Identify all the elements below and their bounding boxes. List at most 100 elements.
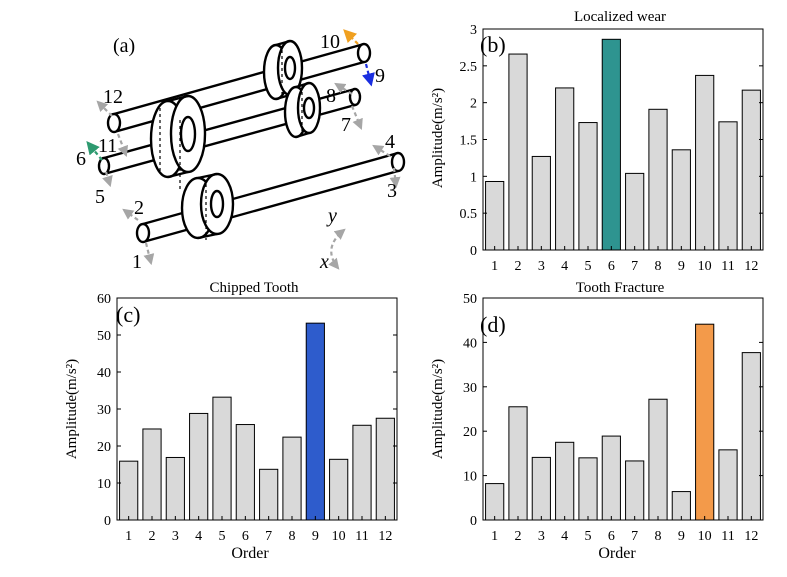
chart-title: Chipped Tooth xyxy=(209,280,299,296)
bar-11 xyxy=(352,424,372,521)
point-label-12: 12 xyxy=(103,86,123,108)
point-label-1: 1 xyxy=(132,251,142,273)
x-tick-label: 2 xyxy=(515,529,522,544)
y-tick-label: 3 xyxy=(470,23,477,38)
measurement-arrows xyxy=(86,29,401,270)
bar-3 xyxy=(531,456,551,521)
bar-1 xyxy=(485,483,505,521)
bar-8 xyxy=(648,398,668,521)
x-axis-label: Order xyxy=(598,545,636,562)
y-tick-label: 0 xyxy=(470,514,477,529)
axes-frame xyxy=(482,297,764,521)
point-label-2: 2 xyxy=(134,197,144,219)
x-tick-label: 4 xyxy=(561,529,568,544)
schematic-hidden-lines xyxy=(159,50,303,240)
bar-5 xyxy=(578,122,598,251)
panel-label: (c) xyxy=(116,302,140,327)
axis-y-label: y xyxy=(326,205,337,227)
x-tick-label: 8 xyxy=(655,259,662,274)
bar-4 xyxy=(189,412,209,521)
bar-11 xyxy=(718,121,738,251)
schematic-shafts xyxy=(97,42,406,244)
y-tick-label: 60 xyxy=(97,292,111,307)
gearbox-schematic: (a) xyxy=(76,29,406,273)
x-tick-label: 6 xyxy=(608,529,615,544)
bar-3 xyxy=(531,155,551,251)
x-tick-label: 8 xyxy=(289,529,296,544)
x-tick-label: 3 xyxy=(538,259,545,274)
point-label-8: 8 xyxy=(326,85,336,107)
x-tick-label: 7 xyxy=(265,529,272,544)
y-tick-label: 1.5 xyxy=(460,134,478,149)
y-tick-label: 30 xyxy=(97,403,111,418)
bar-8 xyxy=(282,436,302,521)
bar-12 xyxy=(741,352,761,521)
y-tick-label: 20 xyxy=(97,440,111,455)
x-tick-label: 5 xyxy=(585,529,592,544)
x-tick-label: 5 xyxy=(585,259,592,274)
x-tick-label: 9 xyxy=(678,259,685,274)
x-tick-label: 1 xyxy=(491,259,498,274)
bar-4 xyxy=(555,441,575,521)
y-tick-label: 50 xyxy=(97,329,111,344)
y-tick-label: 20 xyxy=(463,425,477,440)
bar-11 xyxy=(718,449,738,521)
point-label-11: 11 xyxy=(98,135,117,157)
bar-10 xyxy=(695,323,715,521)
x-tick-label: 12 xyxy=(744,259,758,274)
measurement-point-labels: 1 2 3 4 5 6 7 8 9 10 11 12 x y xyxy=(76,31,397,273)
chart-title: Localized wear xyxy=(574,9,666,25)
plot-area: 00.511.522.531 2 3 4 5 6 7 8 9 10 11 12 xyxy=(460,23,764,274)
bar-1 xyxy=(119,460,139,521)
x-axis-label: Order xyxy=(231,545,269,562)
y-tick-label: 1 xyxy=(470,170,477,185)
x-tick-label: 2 xyxy=(515,259,522,274)
point-label-6: 6 xyxy=(76,148,86,170)
x-tick-label: 4 xyxy=(561,259,568,274)
x-tick-label: 3 xyxy=(172,529,179,544)
bar-5 xyxy=(578,457,598,521)
panel-label: (b) xyxy=(480,32,506,57)
y-tick-label: 30 xyxy=(463,381,477,396)
x-tick-label: 10 xyxy=(332,529,346,544)
x-tick-label: 6 xyxy=(242,529,249,544)
point-label-10: 10 xyxy=(320,31,340,53)
y-tick-label: 50 xyxy=(463,292,477,307)
y-tick-label: 40 xyxy=(463,336,477,351)
point-label-7: 7 xyxy=(341,114,351,136)
bar-7 xyxy=(625,460,645,521)
point-label-3: 3 xyxy=(387,180,397,202)
y-tick-label: 10 xyxy=(463,470,477,485)
x-tick-label: 7 xyxy=(631,529,638,544)
y-axis-label: Amplitude(m/s²) xyxy=(64,359,80,459)
bar-7 xyxy=(625,172,645,251)
y-tick-label: 2 xyxy=(470,97,477,112)
schematic-gears xyxy=(149,39,322,240)
bar-6 xyxy=(601,435,621,521)
chart-chipped-tooth: Chipped Tooth Amplitude(m/s²) Order (c) … xyxy=(64,280,398,562)
y-tick-label: 40 xyxy=(97,366,111,381)
x-tick-label: 8 xyxy=(655,529,662,544)
y-tick-label: 10 xyxy=(97,477,111,492)
bar-7 xyxy=(259,468,279,521)
y-tick-label: 0 xyxy=(104,514,111,529)
bar-5 xyxy=(212,396,232,521)
point-label-9: 9 xyxy=(375,65,385,87)
bar-2 xyxy=(508,406,528,521)
bar-2 xyxy=(142,428,162,521)
x-tick-label: 11 xyxy=(721,259,734,274)
panel-label: (d) xyxy=(480,312,506,337)
axis-x-label: x xyxy=(319,251,329,273)
point-label-5: 5 xyxy=(95,186,105,208)
x-tick-label: 9 xyxy=(678,529,685,544)
bar-9 xyxy=(671,491,691,521)
y-axis-label: Amplitude(m/s²) xyxy=(430,88,446,188)
y-tick-label: 0 xyxy=(470,244,477,259)
bar-6 xyxy=(235,424,255,521)
panel-a-label: (a) xyxy=(113,35,135,57)
bar-6 xyxy=(601,38,621,251)
bar-10 xyxy=(329,458,349,521)
point-label-4: 4 xyxy=(385,131,395,153)
